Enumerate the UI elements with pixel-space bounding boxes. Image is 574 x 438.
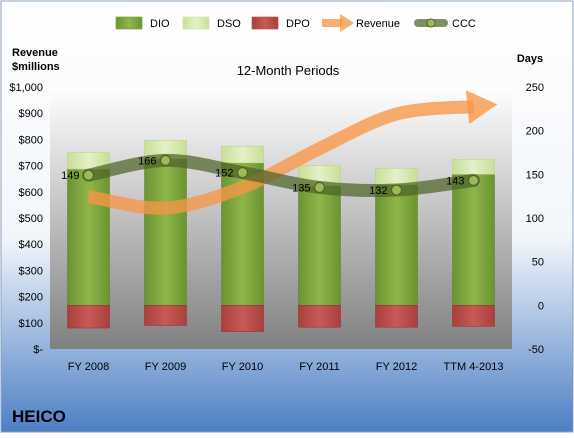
left-axis-tick-label: $800 — [19, 134, 43, 146]
x-axis-tick-label: TTM 4-2013 — [444, 361, 504, 373]
left-axis-title-line1: Revenue — [12, 47, 58, 59]
legend-label-revenue: Revenue — [356, 18, 400, 30]
bar-dio — [452, 174, 495, 306]
left-axis-tick-label: $500 — [19, 213, 43, 225]
legend: DIO DSO DPO Revenue CCC — [115, 14, 476, 32]
left-axis-tick-label: $600 — [19, 187, 43, 199]
legend-swatch-revenue — [322, 19, 342, 27]
legend-swatch-dio — [115, 16, 143, 30]
right-axis-ticks: -50 0 50 100 150 200 250 — [526, 82, 544, 356]
left-axis-tick-label: $- — [33, 344, 43, 356]
bar-dio — [144, 158, 187, 306]
right-axis-title: Days — [517, 53, 543, 65]
revenue-line — [87, 100, 475, 215]
left-axis-tick-label: $900 — [19, 108, 43, 120]
ccc-data-label: 132 — [369, 185, 387, 197]
plot-area — [50, 87, 512, 349]
x-axis-tick-label: FY 2009 — [145, 361, 186, 373]
lines: 149 166 152 135 132 143 — [61, 90, 498, 215]
x-axis-tick-label: FY 2010 — [222, 361, 263, 373]
left-axis-tick-label: $200 — [19, 292, 43, 304]
right-axis-tick-label: 50 — [532, 257, 544, 269]
ccc-marker — [82, 169, 95, 181]
legend-label-dio: DIO — [150, 18, 170, 30]
left-axis-tick-label: $300 — [19, 265, 43, 277]
bar-dso — [221, 146, 264, 164]
right-axis-tick-label: 200 — [526, 126, 544, 138]
bar-dpo — [67, 305, 110, 329]
left-axis-tick-label: $400 — [19, 239, 43, 251]
bar-dpo — [452, 305, 495, 327]
right-axis-tick-label: 0 — [538, 300, 544, 312]
legend-label-ccc: CCC — [452, 18, 476, 30]
ccc-data-label: 152 — [215, 168, 233, 180]
ccc-data-label: 143 — [446, 175, 464, 187]
left-axis-title-line2: $millions — [12, 61, 60, 73]
legend-label-dpo: DPO — [286, 18, 310, 30]
bar-dpo — [375, 305, 418, 328]
company-name: HEICO — [12, 407, 66, 426]
legend-swatch-revenue-arrow — [340, 14, 354, 32]
x-axis-tick-label: FY 2008 — [68, 361, 109, 373]
bars — [67, 140, 495, 332]
ccc-data-label: 149 — [61, 170, 79, 182]
ccc-marker — [313, 181, 326, 194]
ccc-marker — [390, 184, 403, 196]
ccc-data-label: 166 — [138, 155, 156, 167]
right-axis-tick-label: -50 — [528, 344, 544, 356]
ccc-marker — [159, 154, 172, 166]
bar-dso — [375, 167, 418, 186]
bar-dio — [298, 185, 341, 306]
ccc-marker — [467, 174, 480, 187]
bar-dpo — [144, 305, 187, 326]
left-axis-tick-label: $700 — [19, 161, 43, 173]
x-axis-tick-label: FY 2012 — [376, 361, 417, 373]
left-axis-ticks: $- $100 $200 $300 $400 $500 $600 $700 $800 $900 $1… — [9, 82, 43, 356]
bar-dpo — [221, 305, 264, 332]
legend-swatch-ccc-marker — [426, 18, 436, 28]
right-axis-tick-label: 150 — [526, 169, 544, 181]
legend-swatch-dso — [182, 16, 210, 30]
right-axis-tick-label: 100 — [526, 213, 544, 225]
legend-label-dso: DSO — [217, 18, 241, 30]
ccc-marker — [236, 166, 249, 179]
left-axis-tick-label: $100 — [19, 318, 43, 330]
revenue-arrowhead — [465, 90, 498, 125]
bar-dpo — [298, 305, 341, 328]
bar-dio — [375, 184, 418, 306]
bar-dio — [67, 168, 110, 306]
ccc-line — [82, 153, 480, 198]
legend-swatch-dpo — [251, 16, 279, 30]
x-axis-labels: FY 2008 FY 2009 FY 2010 FY 2011 FY 2012 TTM 4… — [68, 361, 504, 373]
chart-title: 12-Month Periods — [237, 63, 340, 78]
x-axis-tick-label: FY 2011 — [299, 361, 340, 373]
bar-dso — [452, 159, 495, 175]
right-axis-tick-label: 250 — [526, 82, 544, 94]
ccc-data-label: 135 — [292, 182, 310, 194]
left-axis-tick-label: $1,000 — [9, 82, 43, 94]
